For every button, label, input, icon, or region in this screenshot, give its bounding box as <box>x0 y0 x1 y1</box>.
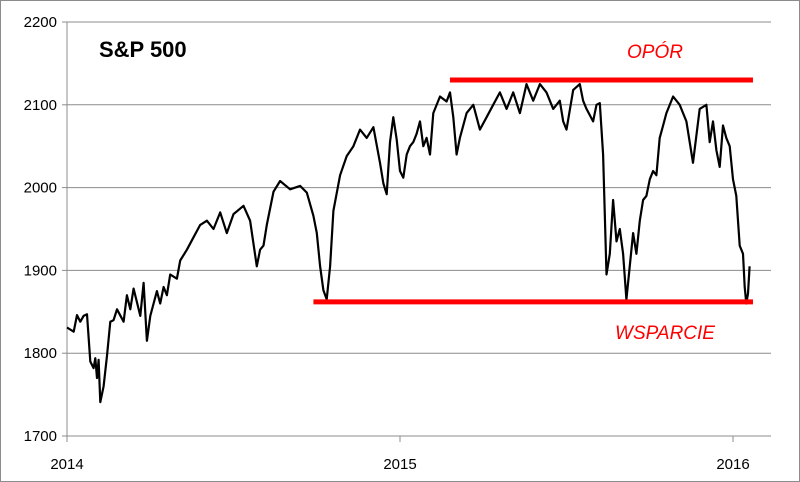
x-tick-label-2015: 2015 <box>383 456 416 473</box>
axes <box>62 21 771 442</box>
y-tick-label-1900: 1900 <box>24 262 57 279</box>
x-tick-label-2014: 2014 <box>50 456 83 473</box>
chart-title: S&P 500 <box>99 37 187 62</box>
y-tick-label-2200: 2200 <box>24 14 57 31</box>
y-tick-label-1800: 1800 <box>24 345 57 362</box>
x-tick-labels: 2014 2015 2016 <box>50 456 749 473</box>
level-label-opór: OPÓR <box>627 41 683 63</box>
y-tick-labels: 1700 1800 1900 2000 2100 2200 <box>24 14 57 445</box>
x-tick-label-2016: 2016 <box>716 456 749 473</box>
level-label-wsparcie: WSPARCIE <box>615 323 715 344</box>
annotations: OPÓR WSPARCIE <box>313 41 753 344</box>
y-tick-label-2100: 2100 <box>24 97 57 114</box>
series-group <box>66 82 751 404</box>
series-line-0 <box>66 82 751 404</box>
y-tick-label-1700: 1700 <box>24 428 57 445</box>
y-tick-label-2000: 2000 <box>24 180 57 197</box>
gridlines <box>67 21 771 354</box>
